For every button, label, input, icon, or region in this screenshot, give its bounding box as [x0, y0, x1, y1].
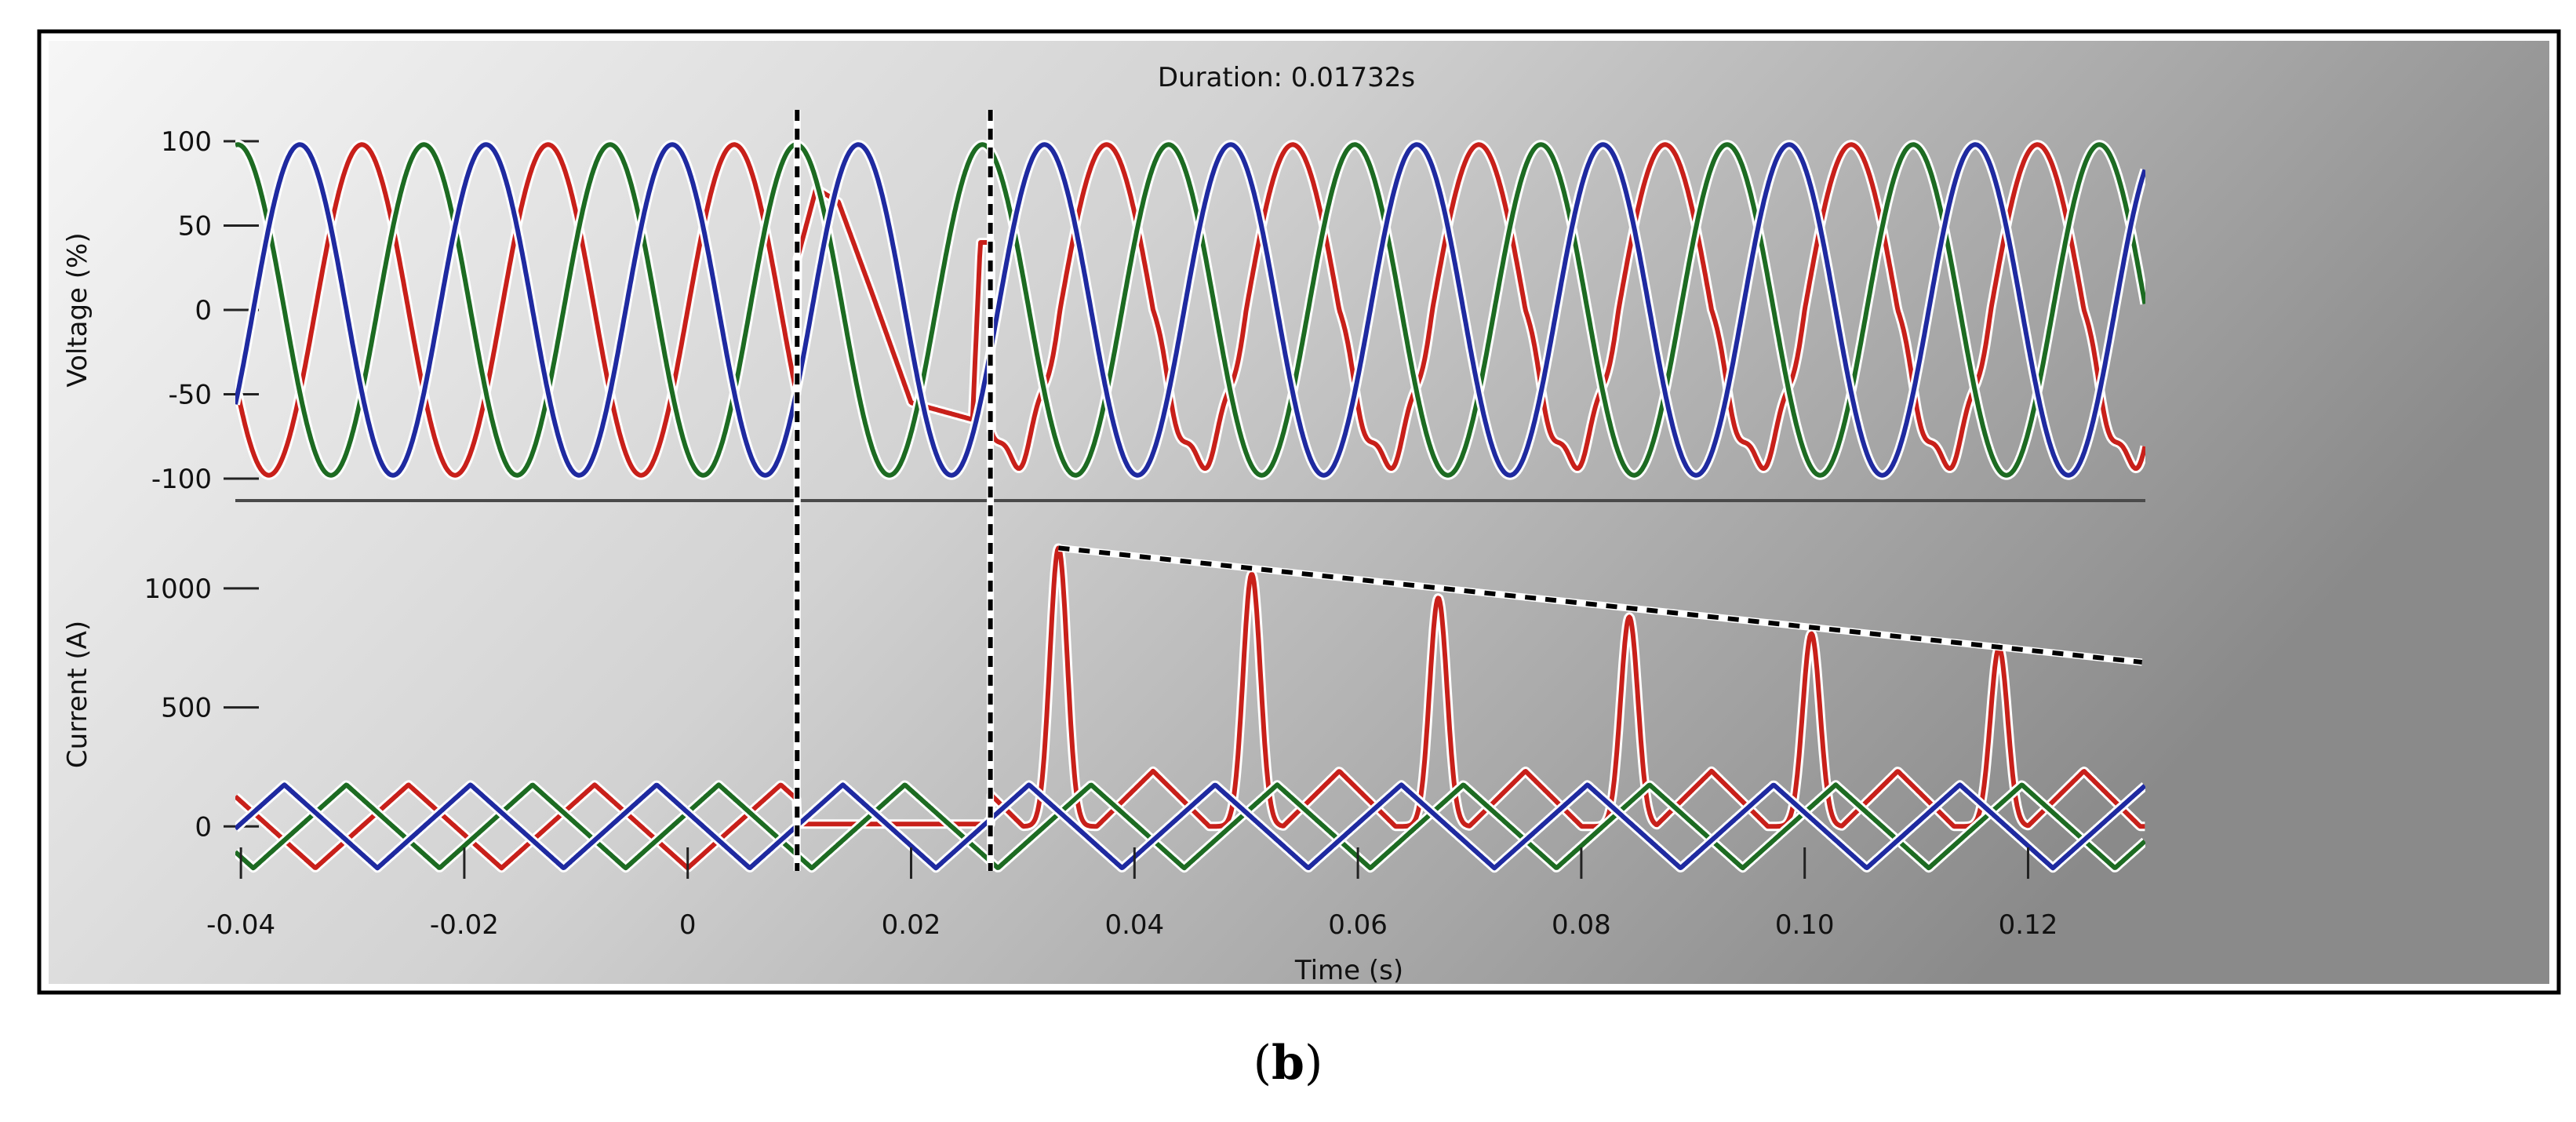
current-trace-blue: [235, 782, 2145, 871]
current-y-ticks: 1000 500 0: [144, 574, 259, 843]
voltage-y-tick-label: 0: [195, 295, 212, 326]
x-tick-label: 0.10: [1775, 909, 1835, 941]
current-traces: [235, 543, 2145, 873]
x-tick-label: 0.02: [882, 909, 941, 941]
voltage-y-tick-label: 50: [178, 211, 212, 242]
x-tick-label: 0.08: [1552, 909, 1611, 941]
voltage-y-tick-label: 100: [161, 126, 212, 158]
current-y-tick-label: 1000: [144, 574, 212, 605]
time-axis-title: Time (s): [1294, 955, 1403, 986]
voltage-axis-title: Voltage (%): [62, 232, 93, 387]
voltage-y-ticks: 100 50 0 -50 -100: [151, 126, 259, 495]
x-tick-label: 0: [679, 909, 697, 941]
peak-envelope: [1057, 544, 2143, 666]
voltage-y-tick-label: -100: [151, 464, 212, 495]
current-y-tick-label: 500: [161, 693, 212, 724]
x-tick-label: -0.04: [206, 909, 275, 941]
time-axis: -0.04 -0.02 0 0.02 0.04 0.06 0.08 0.10 0.12: [206, 847, 2058, 941]
voltage-trace-blue: [235, 142, 2145, 478]
x-tick-label: -0.02: [430, 909, 499, 941]
x-tick-label: 0.06: [1328, 909, 1388, 941]
x-tick-label: 0.12: [1999, 909, 2058, 941]
x-tick-label: 0.04: [1104, 909, 1164, 941]
current-trace-green: [235, 782, 2145, 871]
current-panel: Current (A) 1000 500 0: [62, 543, 2145, 873]
envelope-line: [1058, 545, 2143, 665]
voltage-trace-green: [235, 142, 2145, 478]
voltage-traces: [235, 140, 2145, 480]
figure-caption: (b): [1253, 1036, 1323, 1091]
plot-background: [49, 41, 2549, 984]
voltage-trace-red: [235, 142, 2145, 478]
voltage-y-tick-label: -50: [168, 380, 212, 411]
duration-label: Duration: 0.01732s: [1158, 62, 1415, 93]
current-y-tick-label: 0: [195, 811, 212, 843]
voltage-panel: Voltage (%) 100 50 0 -50 -100: [62, 126, 2145, 495]
event-markers: [793, 110, 995, 871]
current-axis-title: Current (A): [62, 621, 93, 768]
